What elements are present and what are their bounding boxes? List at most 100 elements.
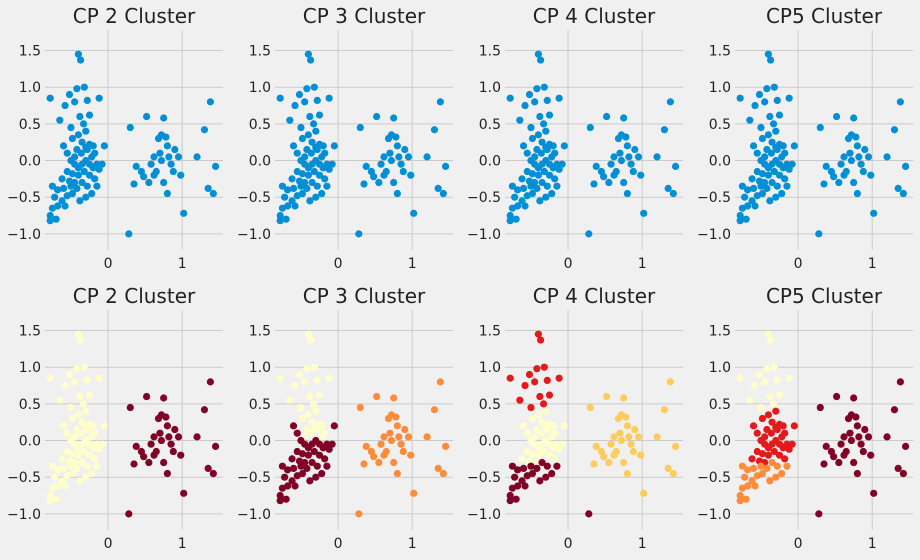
data-point <box>83 376 91 384</box>
data-point <box>623 142 631 150</box>
data-point <box>61 101 69 110</box>
data-point <box>560 422 568 430</box>
data-point <box>276 497 284 505</box>
data-point <box>330 142 338 150</box>
x-tick-label: 1 <box>638 536 647 552</box>
data-point <box>308 178 316 187</box>
data-point <box>748 175 756 183</box>
data-point <box>441 442 450 450</box>
data-point <box>506 211 514 220</box>
data-point <box>896 378 904 386</box>
data-point <box>304 171 312 179</box>
data-point <box>89 422 97 430</box>
data-point <box>303 365 311 373</box>
data-point <box>325 374 333 382</box>
data-point <box>276 374 284 382</box>
x-tick-label: 0 <box>794 536 803 552</box>
data-point <box>542 473 550 481</box>
data-point <box>767 56 775 64</box>
data-point <box>307 149 315 157</box>
data-point <box>76 197 84 205</box>
data-point <box>286 116 294 124</box>
data-point <box>56 116 64 124</box>
data-point <box>548 469 556 478</box>
data-point <box>310 167 318 176</box>
data-point <box>140 173 148 181</box>
data-point <box>51 193 59 201</box>
data-point <box>46 217 54 225</box>
data-point <box>430 406 439 414</box>
data-point <box>298 414 307 423</box>
data-point <box>382 167 390 176</box>
y-tick-label: 1.0 <box>709 80 731 96</box>
data-point <box>634 153 643 161</box>
data-point <box>514 186 522 194</box>
data-point <box>616 429 624 437</box>
data-point <box>61 202 69 210</box>
data-point <box>298 469 307 478</box>
data-point <box>767 336 775 344</box>
data-point <box>518 175 526 183</box>
data-point <box>528 134 537 143</box>
data-point <box>770 83 778 91</box>
data-point <box>894 184 902 192</box>
data-point <box>590 180 598 188</box>
data-point <box>301 98 309 106</box>
data-point <box>506 497 514 505</box>
data-point <box>653 153 661 161</box>
data-point <box>284 466 292 474</box>
data-point <box>360 180 368 188</box>
data-point <box>617 156 626 165</box>
data-point <box>325 165 333 173</box>
y-tick-label: −0.5 <box>467 190 501 206</box>
data-point <box>790 422 798 430</box>
data-point <box>736 94 744 102</box>
data-point <box>309 400 318 408</box>
data-point <box>751 101 759 110</box>
data-point <box>764 451 772 459</box>
data-point <box>206 378 214 386</box>
data-point <box>73 365 81 373</box>
data-point <box>894 464 902 472</box>
data-point <box>356 403 364 412</box>
data-point <box>313 182 321 190</box>
data-point <box>390 458 398 467</box>
data-point <box>592 162 600 170</box>
data-point <box>816 403 824 412</box>
data-point <box>837 160 845 168</box>
x-tick-label: 0 <box>334 536 343 552</box>
data-point <box>67 182 75 190</box>
x-tick-label: 1 <box>408 256 417 272</box>
data-point <box>617 436 626 445</box>
y-tick-label: −0.5 <box>467 470 501 486</box>
data-point <box>746 396 754 404</box>
data-point <box>282 495 290 503</box>
data-point <box>304 50 312 58</box>
data-point <box>65 370 74 379</box>
data-point <box>88 469 96 478</box>
data-point <box>620 114 628 122</box>
data-point <box>304 131 312 139</box>
data-point <box>93 462 101 470</box>
data-point <box>298 189 307 198</box>
subplot-title: CP5 Cluster <box>766 284 883 308</box>
data-point <box>607 160 615 168</box>
data-point <box>742 215 750 223</box>
data-point <box>539 400 548 408</box>
data-point <box>749 142 758 150</box>
data-point <box>61 482 69 490</box>
data-point <box>68 469 77 478</box>
data-point <box>308 138 316 146</box>
data-point <box>820 180 828 188</box>
data-point <box>77 56 85 64</box>
data-point <box>293 149 301 157</box>
data-point <box>76 392 84 401</box>
data-point <box>790 142 798 150</box>
data-point <box>312 193 320 201</box>
y-tick-label: −1.0 <box>7 507 41 523</box>
x-tick-label: 1 <box>408 536 417 552</box>
data-point <box>549 422 557 430</box>
data-point <box>71 98 79 106</box>
y-tick-label: 1.0 <box>479 360 501 376</box>
data-point <box>397 440 405 448</box>
